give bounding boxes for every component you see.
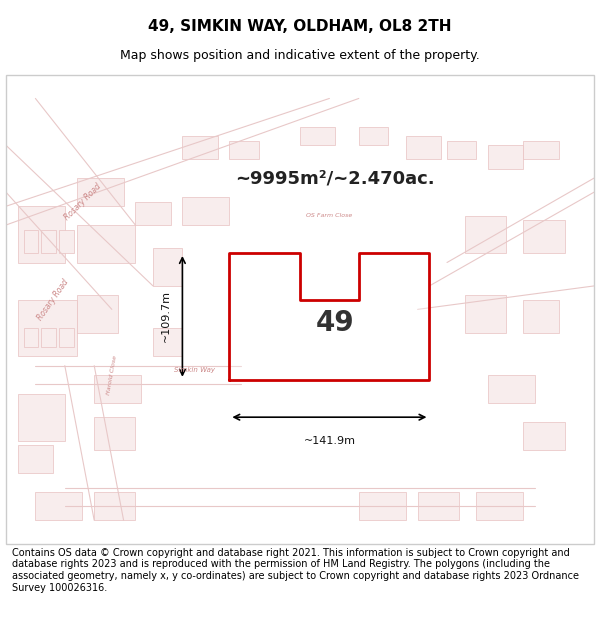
FancyBboxPatch shape [35,492,82,520]
Text: Rosary Road: Rosary Road [62,181,103,222]
FancyBboxPatch shape [153,248,182,286]
FancyBboxPatch shape [182,197,229,225]
Text: Contains OS data © Crown copyright and database right 2021. This information is : Contains OS data © Crown copyright and d… [12,548,579,592]
FancyBboxPatch shape [41,328,56,347]
FancyBboxPatch shape [447,141,476,159]
FancyBboxPatch shape [182,136,218,159]
FancyBboxPatch shape [476,492,523,520]
FancyBboxPatch shape [18,300,77,356]
FancyBboxPatch shape [94,418,136,450]
FancyBboxPatch shape [23,328,38,347]
FancyBboxPatch shape [523,422,565,450]
FancyBboxPatch shape [77,225,136,262]
FancyBboxPatch shape [18,206,65,262]
Text: Harold Close: Harold Close [106,355,118,395]
FancyBboxPatch shape [464,216,506,253]
FancyBboxPatch shape [464,295,506,333]
FancyBboxPatch shape [23,229,38,253]
Text: ~109.7m: ~109.7m [161,291,170,342]
FancyBboxPatch shape [41,229,56,253]
FancyBboxPatch shape [359,492,406,520]
FancyBboxPatch shape [300,126,335,145]
Text: 49, SIMKIN WAY, OLDHAM, OL8 2TH: 49, SIMKIN WAY, OLDHAM, OL8 2TH [148,19,452,34]
FancyBboxPatch shape [523,220,565,253]
FancyBboxPatch shape [18,445,53,474]
FancyBboxPatch shape [59,328,74,347]
FancyBboxPatch shape [488,375,535,403]
FancyBboxPatch shape [523,141,559,159]
FancyBboxPatch shape [18,394,65,441]
Text: Simkin Way: Simkin Way [173,368,215,373]
Text: Map shows position and indicative extent of the property.: Map shows position and indicative extent… [120,49,480,62]
FancyBboxPatch shape [77,178,124,206]
FancyBboxPatch shape [523,300,559,332]
FancyBboxPatch shape [359,126,388,145]
FancyBboxPatch shape [94,492,136,520]
FancyBboxPatch shape [406,136,441,159]
FancyBboxPatch shape [488,145,523,169]
FancyBboxPatch shape [77,295,118,333]
Text: ~141.9m: ~141.9m [304,436,355,446]
Text: ~9995m²/~2.470ac.: ~9995m²/~2.470ac. [235,169,435,187]
FancyBboxPatch shape [59,229,74,253]
Text: 49: 49 [316,309,355,338]
FancyBboxPatch shape [94,375,141,403]
FancyBboxPatch shape [153,328,182,356]
FancyBboxPatch shape [229,141,259,159]
Text: Rosary Road: Rosary Road [35,278,70,322]
FancyBboxPatch shape [418,492,459,520]
Polygon shape [229,253,430,379]
FancyBboxPatch shape [136,201,170,225]
Text: OS Farm Close: OS Farm Close [306,213,353,218]
